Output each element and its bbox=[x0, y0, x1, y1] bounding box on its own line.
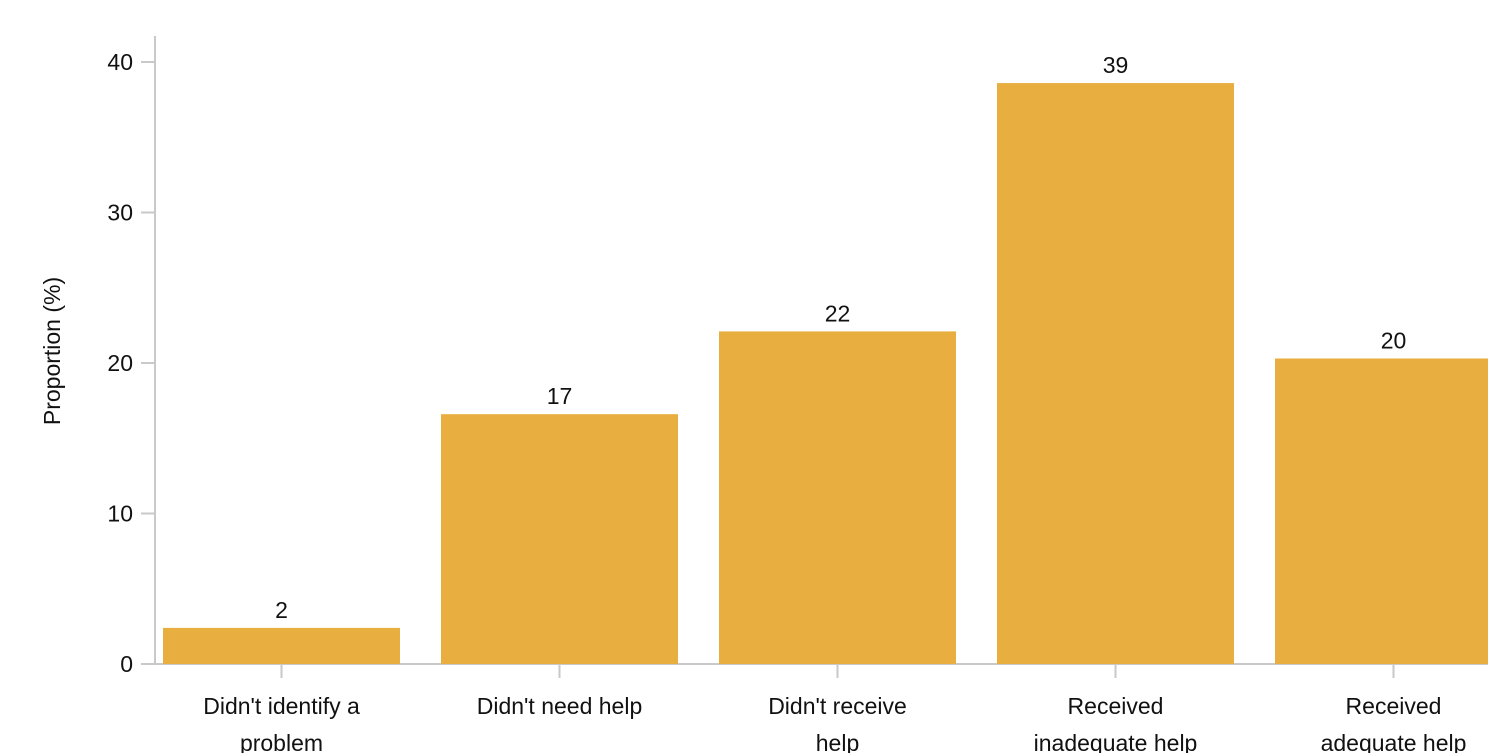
bar-value-label: 17 bbox=[547, 383, 573, 409]
x-tick-label: Received adequate help bbox=[1321, 693, 1467, 753]
x-tick-label-line: inadequate help bbox=[1034, 730, 1198, 753]
bar-value-label: 39 bbox=[1103, 52, 1129, 78]
x-tick-label-line: problem bbox=[240, 730, 323, 753]
bar bbox=[997, 83, 1234, 664]
bar bbox=[441, 414, 678, 664]
bar-value-label: 20 bbox=[1381, 327, 1407, 353]
bars bbox=[163, 83, 1488, 664]
x-tick-label: Didn't receive help bbox=[768, 693, 907, 753]
bar-value-label: 2 bbox=[275, 597, 288, 623]
bar-value-labels: 2 17 22 39 20 bbox=[275, 52, 1406, 623]
x-tick-label-line: Received bbox=[1068, 693, 1164, 719]
bar bbox=[163, 627, 400, 664]
x-tick-label-line: adequate help bbox=[1321, 730, 1467, 753]
x-axis-ticks: Didn't identify a problem Didn't need help… bbox=[203, 664, 1466, 753]
y-axis-title: Proportion (%) bbox=[39, 277, 65, 425]
x-tick-label: Received inadequate help bbox=[1034, 693, 1198, 753]
bar bbox=[1275, 358, 1488, 664]
y-axis-ticks: 0 10 20 30 40 bbox=[107, 49, 155, 677]
y-tick-label: 40 bbox=[107, 49, 133, 75]
x-tick-label-line: help bbox=[816, 730, 859, 753]
bar bbox=[719, 331, 956, 664]
x-tick-label: Didn't identify a problem bbox=[203, 693, 360, 753]
x-tick-label: Didn't need help bbox=[477, 693, 643, 719]
x-tick-label-line: Didn't need help bbox=[477, 693, 643, 719]
bar-value-label: 22 bbox=[825, 300, 851, 326]
x-tick-label-line: Didn't identify a bbox=[203, 693, 360, 719]
y-tick-label: 10 bbox=[107, 501, 133, 527]
y-tick-label: 30 bbox=[107, 200, 133, 226]
y-tick-label: 0 bbox=[120, 651, 133, 677]
x-tick-label-line: Didn't receive bbox=[768, 693, 907, 719]
y-tick-label: 20 bbox=[107, 350, 133, 376]
x-tick-label-line: Received bbox=[1346, 693, 1442, 719]
